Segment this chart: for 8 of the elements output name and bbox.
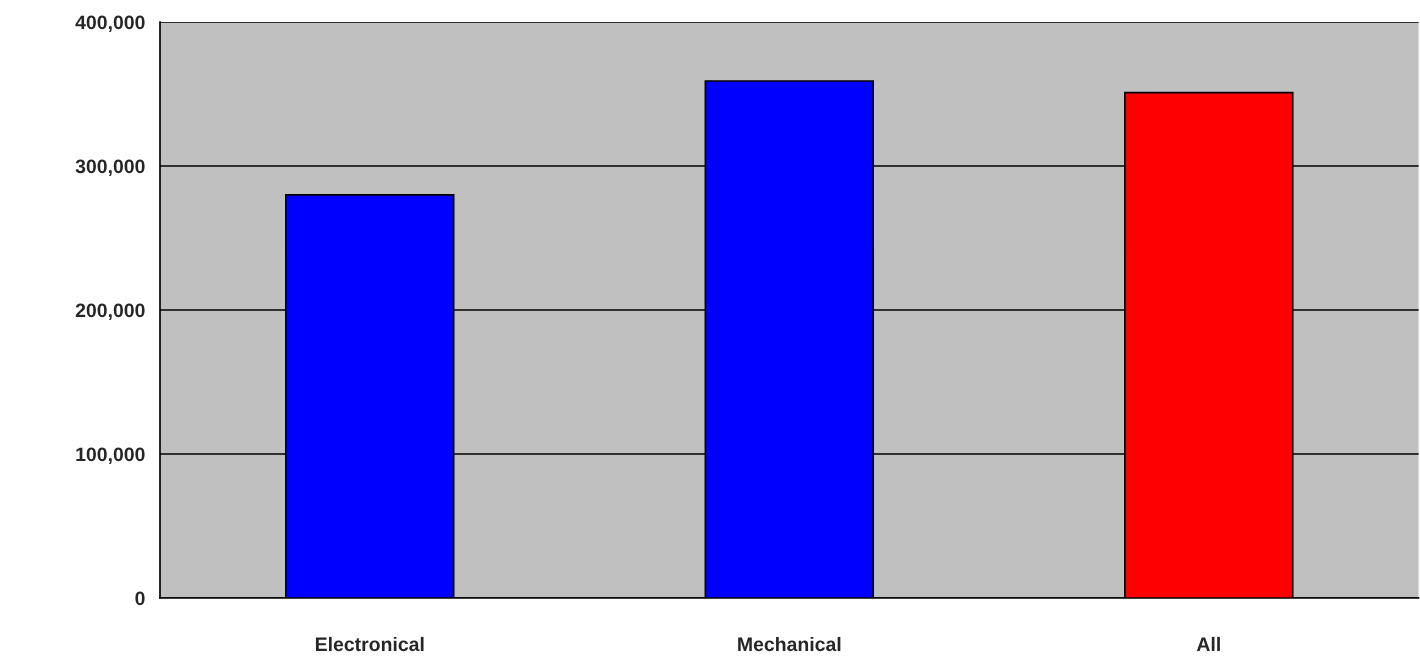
x-tick-label: Mechanical <box>738 636 841 652</box>
y-tick-label: 100,000 <box>76 447 145 465</box>
x-tick-label: Electronical <box>315 636 424 652</box>
x-tick-label: All <box>1196 636 1220 651</box>
y-tick-label: 400,000 <box>75 15 145 33</box>
y-tick-label: 300,000 <box>75 159 145 177</box>
y-tick-label: 0 <box>135 591 145 606</box>
y-tick-label: 200,000 <box>75 303 145 321</box>
